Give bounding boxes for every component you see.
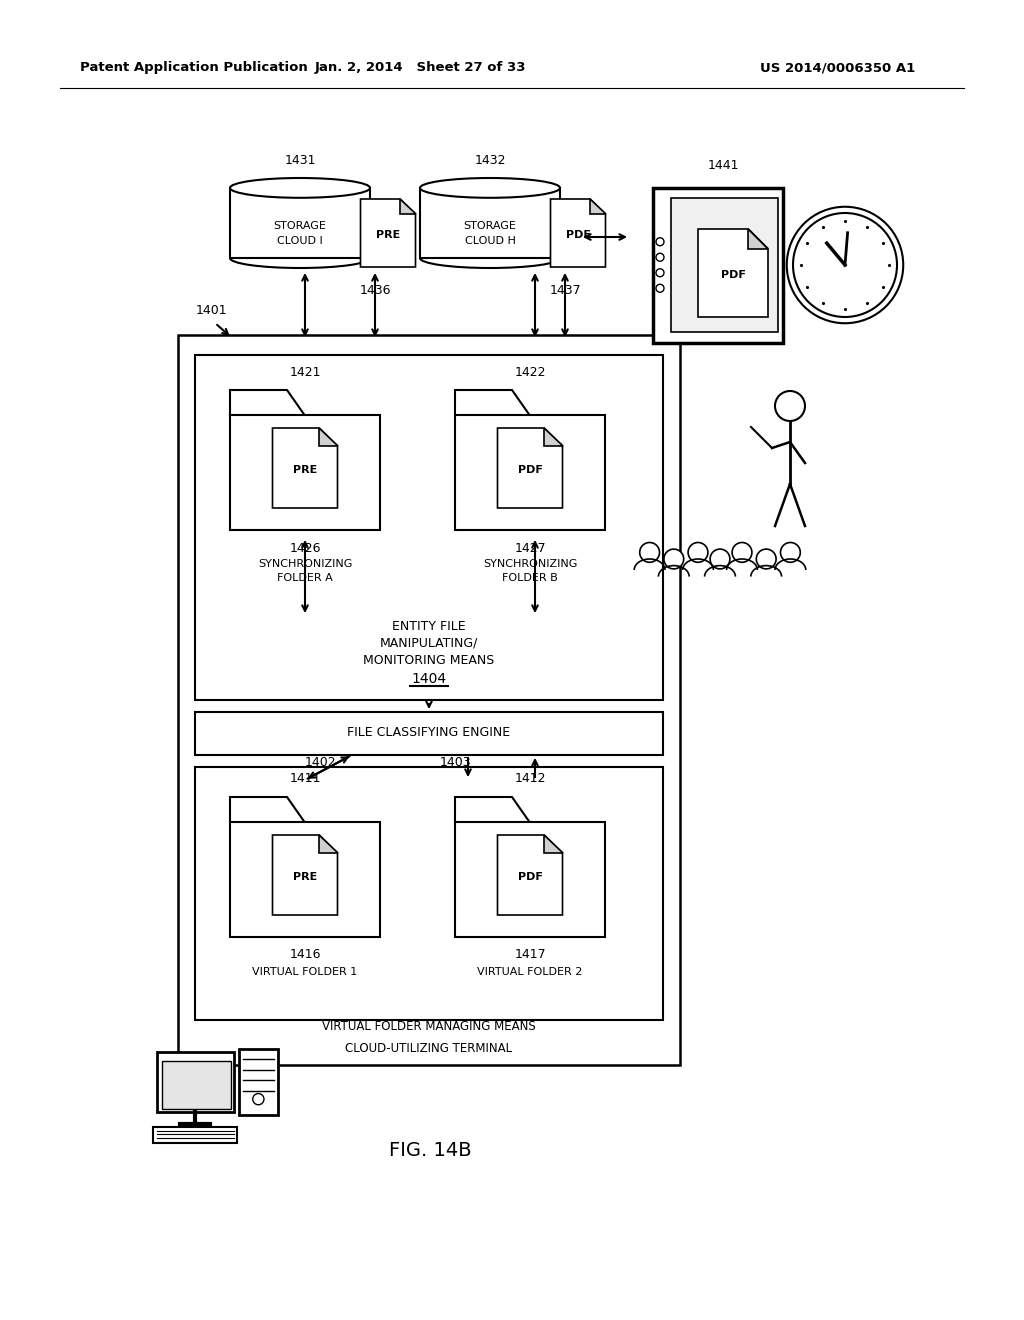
Bar — [671, 198, 777, 331]
Text: 1421: 1421 — [289, 366, 321, 379]
Polygon shape — [498, 836, 562, 915]
Bar — [230, 822, 380, 937]
Circle shape — [710, 549, 730, 569]
Text: MANIPULATING/: MANIPULATING/ — [380, 636, 478, 649]
Polygon shape — [749, 228, 768, 248]
Polygon shape — [319, 836, 338, 853]
Text: PRE: PRE — [293, 465, 317, 475]
Text: 1426: 1426 — [289, 541, 321, 554]
Text: FOLDER A: FOLDER A — [278, 573, 333, 583]
Polygon shape — [545, 428, 562, 446]
Text: CLOUD I: CLOUD I — [278, 236, 323, 246]
Text: 1402: 1402 — [304, 755, 336, 768]
Bar — [195, 355, 663, 700]
Text: CLOUD-UTILIZING TERMINAL: CLOUD-UTILIZING TERMINAL — [345, 1041, 513, 1055]
Text: PDF: PDF — [517, 873, 543, 882]
Text: CLOUD H: CLOUD H — [465, 236, 515, 246]
Polygon shape — [498, 428, 562, 508]
Text: FOLDER B: FOLDER B — [502, 573, 558, 583]
Polygon shape — [455, 797, 529, 822]
Text: 1427: 1427 — [514, 541, 546, 554]
Bar — [230, 187, 370, 259]
Circle shape — [793, 213, 897, 317]
Polygon shape — [230, 797, 305, 822]
Text: VIRTUAL FOLDER MANAGING MEANS: VIRTUAL FOLDER MANAGING MEANS — [323, 1020, 536, 1034]
Polygon shape — [400, 199, 416, 214]
Bar — [157, 1052, 233, 1111]
Polygon shape — [272, 428, 338, 508]
Bar — [455, 416, 605, 531]
Polygon shape — [545, 836, 562, 853]
Circle shape — [688, 543, 708, 562]
Bar — [230, 416, 380, 531]
Bar — [178, 335, 680, 1065]
Text: 1441: 1441 — [708, 158, 738, 172]
Text: 1417: 1417 — [514, 949, 546, 961]
Polygon shape — [698, 228, 768, 317]
Bar — [239, 1049, 278, 1115]
Bar — [653, 187, 783, 342]
Text: PDF: PDF — [565, 230, 591, 240]
Text: 1401: 1401 — [196, 304, 227, 317]
Polygon shape — [455, 389, 529, 416]
Circle shape — [656, 238, 664, 246]
Circle shape — [640, 543, 659, 562]
Circle shape — [786, 207, 903, 323]
Text: Patent Application Publication: Patent Application Publication — [80, 62, 308, 74]
Text: PRE: PRE — [376, 230, 400, 240]
Text: PDF: PDF — [517, 465, 543, 475]
Circle shape — [656, 253, 664, 261]
Bar — [195, 767, 663, 1020]
Bar — [195, 711, 663, 755]
Text: VIRTUAL FOLDER 2: VIRTUAL FOLDER 2 — [477, 968, 583, 977]
Text: 1422: 1422 — [514, 366, 546, 379]
Text: STORAGE: STORAGE — [273, 220, 327, 231]
Circle shape — [775, 391, 805, 421]
Circle shape — [656, 269, 664, 277]
Polygon shape — [551, 199, 605, 267]
Bar — [153, 1127, 237, 1143]
Polygon shape — [319, 428, 338, 446]
Polygon shape — [272, 836, 338, 915]
Text: 1416: 1416 — [289, 949, 321, 961]
Circle shape — [780, 543, 801, 562]
Text: 1412: 1412 — [514, 772, 546, 785]
Polygon shape — [590, 199, 605, 214]
Circle shape — [664, 549, 684, 569]
Text: FILE CLASSIFYING ENGINE: FILE CLASSIFYING ENGINE — [347, 726, 511, 739]
Circle shape — [656, 284, 664, 292]
Text: FIG. 14B: FIG. 14B — [389, 1140, 471, 1159]
Text: STORAGE: STORAGE — [464, 220, 516, 231]
Text: MONITORING MEANS: MONITORING MEANS — [364, 653, 495, 667]
Text: 1436: 1436 — [359, 284, 391, 297]
Text: SYNCHRONIZING: SYNCHRONIZING — [258, 558, 352, 569]
Text: 1437: 1437 — [549, 284, 581, 297]
Text: ENTITY FILE: ENTITY FILE — [392, 619, 466, 632]
Circle shape — [253, 1093, 264, 1105]
Circle shape — [757, 549, 776, 569]
Text: PDF: PDF — [721, 271, 745, 280]
Text: US 2014/0006350 A1: US 2014/0006350 A1 — [760, 62, 915, 74]
Polygon shape — [230, 389, 305, 416]
Text: Jan. 2, 2014   Sheet 27 of 33: Jan. 2, 2014 Sheet 27 of 33 — [314, 62, 525, 74]
Text: PRE: PRE — [293, 873, 317, 882]
Polygon shape — [360, 199, 416, 267]
Text: 1411: 1411 — [289, 772, 321, 785]
Text: 1431: 1431 — [285, 153, 315, 166]
Text: SYNCHRONIZING: SYNCHRONIZING — [482, 558, 578, 569]
Ellipse shape — [230, 178, 370, 198]
Bar — [455, 822, 605, 937]
Text: 1404: 1404 — [412, 672, 446, 686]
Ellipse shape — [420, 178, 560, 198]
Circle shape — [732, 543, 752, 562]
Text: VIRTUAL FOLDER 1: VIRTUAL FOLDER 1 — [252, 968, 357, 977]
Bar — [420, 187, 560, 259]
Bar — [162, 1061, 230, 1109]
Text: 1403: 1403 — [439, 755, 471, 768]
Text: 1432: 1432 — [474, 153, 506, 166]
